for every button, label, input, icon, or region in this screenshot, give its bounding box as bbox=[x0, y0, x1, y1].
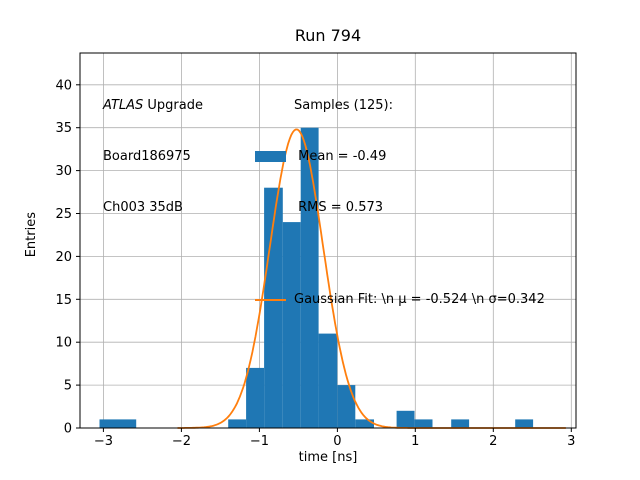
y-tick-label: 15 bbox=[55, 293, 72, 308]
x-tick-label: −3 bbox=[94, 434, 113, 449]
annotation-atlas: ATLAS bbox=[103, 98, 144, 113]
chart-title: Run 794 bbox=[294, 26, 362, 45]
histogram-bar bbox=[355, 419, 374, 428]
histogram-bar bbox=[396, 410, 415, 428]
histogram-bar bbox=[228, 419, 247, 428]
x-tick-label: −2 bbox=[172, 434, 191, 449]
histogram-bar bbox=[318, 333, 338, 428]
x-tick-label: −1 bbox=[250, 434, 269, 449]
legend: Samples (125): Mean = -0.49 RMS = 0.573 … bbox=[255, 63, 545, 342]
legend-gaussian-text: Gaussian Fit: \n μ = -0.524 \n σ=0.342 bbox=[294, 257, 545, 342]
x-tick-label: 0 bbox=[333, 434, 341, 449]
legend-samples-header: Samples (125): bbox=[294, 98, 393, 113]
histogram-bar bbox=[337, 385, 356, 428]
histogram-bar bbox=[515, 419, 534, 428]
legend-mean-label: Mean = -0.49 bbox=[294, 149, 387, 164]
legend-entry-samples: Samples (125): Mean = -0.49 RMS = 0.573 bbox=[255, 63, 545, 250]
annotation-block: ATLAS Upgrade Board186975 Ch003 35dB bbox=[103, 63, 203, 250]
x-tick-label: 1 bbox=[411, 434, 419, 449]
histogram-bar bbox=[246, 367, 264, 428]
y-tick-label: 30 bbox=[55, 164, 72, 179]
y-tick-label: 25 bbox=[55, 207, 72, 222]
histogram-bar bbox=[300, 127, 319, 428]
annotation-line-1: ATLAS Upgrade bbox=[103, 97, 203, 114]
legend-entry-gaussian: Gaussian Fit: \n μ = -0.524 \n σ=0.342 bbox=[255, 257, 545, 342]
legend-gaussian-label: Gaussian Fit: \n μ = -0.524 \n σ=0.342 bbox=[294, 292, 545, 307]
y-tick-label: 35 bbox=[55, 121, 72, 136]
gaussian-line-swatch-icon bbox=[255, 298, 286, 301]
annotation-line-2: Board186975 bbox=[103, 149, 191, 164]
legend-rms-label: RMS = 0.573 bbox=[294, 200, 384, 215]
axes-frame bbox=[79, 52, 577, 429]
annotation-upgrade: Upgrade bbox=[143, 98, 203, 113]
histogram-bar bbox=[451, 419, 470, 428]
y-tick-label: 5 bbox=[64, 379, 72, 394]
histogram-bar bbox=[414, 419, 433, 428]
y-axis-label: Entries bbox=[24, 212, 39, 258]
y-tick-label: 0 bbox=[64, 422, 72, 437]
x-tick-label: 2 bbox=[489, 434, 497, 449]
histogram-bar bbox=[282, 222, 301, 428]
y-tick-label: 40 bbox=[55, 78, 72, 93]
legend-samples-text: Samples (125): Mean = -0.49 RMS = 0.573 bbox=[294, 63, 393, 250]
x-axis-label: time [ns] bbox=[298, 450, 358, 465]
annotation-line-3: Ch003 35dB bbox=[103, 200, 183, 215]
histogram-swatch-icon bbox=[255, 151, 286, 162]
x-tick-label: 3 bbox=[567, 434, 575, 449]
y-tick-label: 20 bbox=[55, 250, 72, 265]
y-tick-label: 10 bbox=[55, 336, 72, 351]
histogram-bar bbox=[99, 419, 137, 428]
